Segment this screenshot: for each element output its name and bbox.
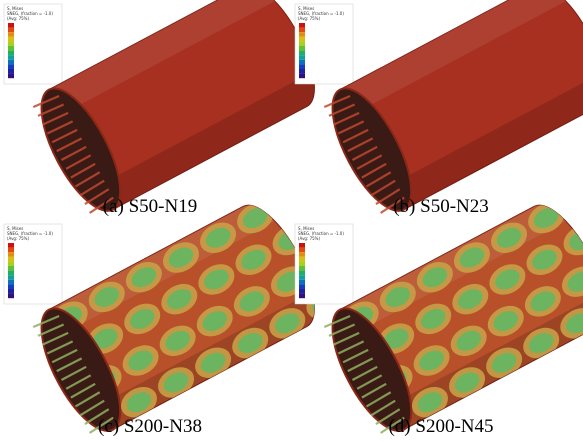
legend-swatch [299, 51, 305, 56]
cylinder [22, 183, 348, 441]
caption: (a) S50-N19 [103, 196, 197, 217]
legend-avg: (Avg: 75%) [7, 16, 29, 21]
figure: S, MisesSNEG, (fraction = -1.0)(Avg: 75%… [0, 0, 583, 441]
legend-swatch [8, 69, 14, 74]
caption: (d) S200-N45 [388, 416, 493, 437]
legend-swatch [8, 28, 14, 33]
legend-swatch [299, 266, 305, 271]
legend-swatch [8, 248, 14, 253]
legend-swatch [8, 46, 14, 51]
legend-swatch [299, 41, 305, 46]
legend-swatch [8, 266, 14, 271]
legend-swatch [299, 257, 305, 262]
legend-swatch [8, 257, 14, 262]
legend-swatch [8, 280, 14, 285]
legend-swatch [299, 248, 305, 253]
legend-swatch [299, 261, 305, 266]
legend-swatch [8, 55, 14, 60]
legend-swatch [299, 64, 305, 69]
legend-swatch [299, 271, 305, 276]
legend-swatch [299, 46, 305, 51]
legend-swatch [8, 271, 14, 276]
legend-swatch [8, 294, 14, 299]
legend-swatch [8, 23, 14, 28]
legend-swatch [299, 37, 305, 42]
legend-swatch [8, 289, 14, 294]
page: S, MisesSNEG, (fraction = -1.0)(Avg: 75%… [0, 0, 583, 441]
legend-avg: (Avg: 75%) [298, 16, 320, 21]
legend-swatch [8, 261, 14, 266]
legend-swatch [8, 284, 14, 289]
panel: S, MisesSNEG, (fraction = -1.0)(Avg: 75%… [295, 183, 583, 441]
legend-swatch [299, 55, 305, 60]
legend-swatch [8, 64, 14, 69]
legend-avg: (Avg: 75%) [7, 236, 29, 241]
legend-swatch [299, 23, 305, 28]
cylinder [313, 183, 583, 441]
legend-swatch [8, 37, 14, 42]
legend-swatch [299, 252, 305, 257]
legend-swatch [299, 294, 305, 299]
caption: (c) S200-N38 [98, 416, 202, 437]
legend-swatch [299, 69, 305, 74]
legend: S, MisesSNEG, (fraction = -1.0)(Avg: 75%… [295, 4, 353, 84]
legend-swatch [299, 280, 305, 285]
legend: S, MisesSNEG, (fraction = -1.0)(Avg: 75%… [4, 4, 62, 84]
legend-swatch [299, 32, 305, 37]
legend-avg: (Avg: 75%) [298, 236, 320, 241]
legend-swatch [8, 60, 14, 65]
legend-swatch [8, 252, 14, 257]
legend-swatch [299, 275, 305, 280]
legend-swatch [8, 243, 14, 248]
legend-swatch [8, 41, 14, 46]
cylinder [22, 0, 335, 226]
legend: S, MisesSNEG, (fraction = -1.0)(Avg: 75%… [4, 224, 62, 304]
legend-swatch [299, 28, 305, 33]
legend-swatch [299, 289, 305, 294]
legend-swatch [299, 243, 305, 248]
legend-swatch [8, 32, 14, 37]
legend-swatch [8, 51, 14, 56]
caption: (b) S50-N23 [393, 196, 489, 217]
legend-swatch [8, 74, 14, 79]
legend-swatch [299, 60, 305, 65]
legend-swatch [8, 275, 14, 280]
legend-swatch [299, 284, 305, 289]
legend-swatch [299, 74, 305, 79]
